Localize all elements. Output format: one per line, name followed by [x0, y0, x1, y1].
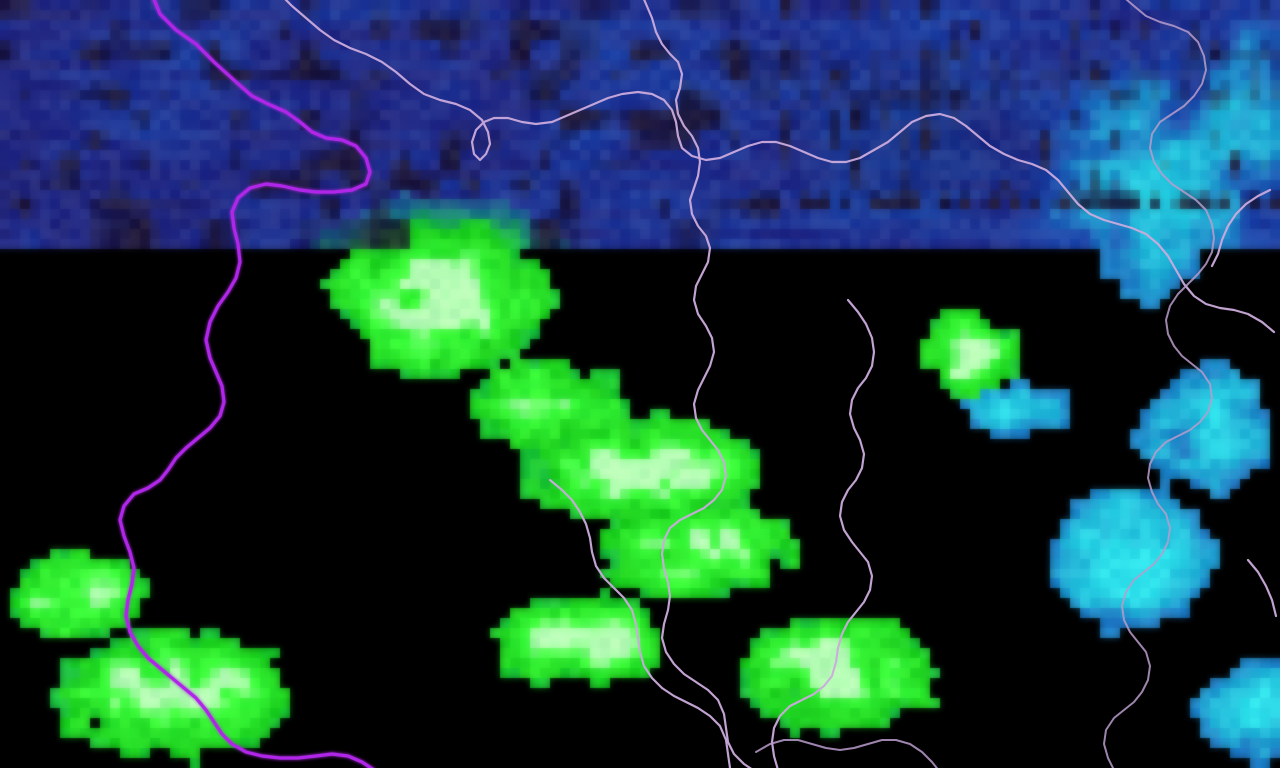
- radar-map-viewport[interactable]: [0, 0, 1280, 768]
- radar-reflectivity-layer: [0, 0, 1280, 768]
